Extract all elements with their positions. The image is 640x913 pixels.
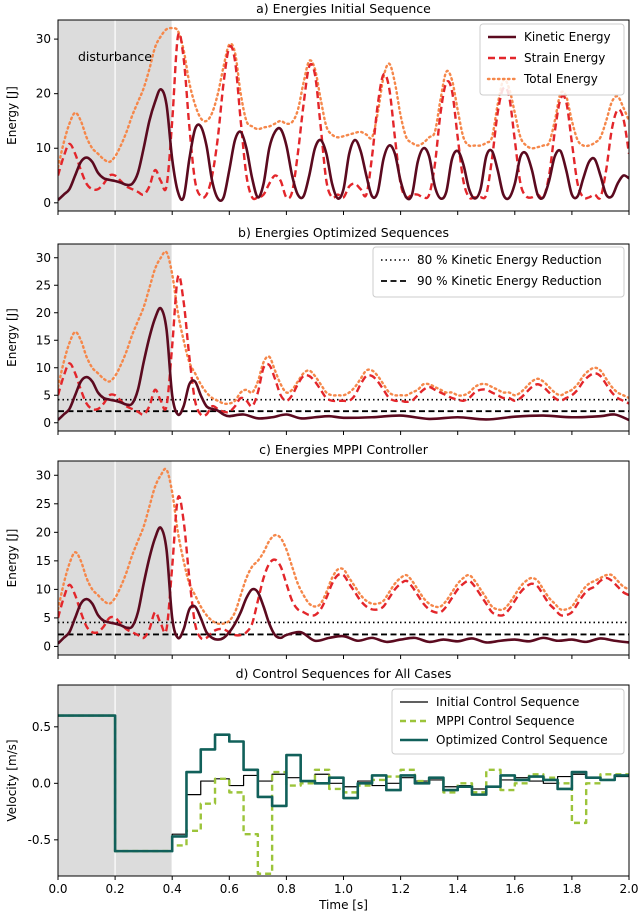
panel-c: 0 5 10 15 20 25 30 c) Energies MPPI Controller… [5, 442, 630, 659]
y-tick-label: 0.5 [32, 720, 51, 734]
panel-d-series [58, 714, 629, 875]
x-tick-label: 0.4 [163, 882, 182, 896]
panel-d-ticks: 0.0 0.2 0.4 0.6 0.8 1.0 1.2 1.4 1.6 1.8 2.0 -0.5 0.0… [28, 720, 639, 896]
strain-energy-line [58, 495, 629, 641]
y-tick-label: 10 [36, 582, 51, 596]
panel-d-ylabel: Velocity [m/s] [5, 739, 19, 821]
legend-label: 80 % Kinetic Energy Reduction [417, 253, 602, 267]
optimized-control-sequence-line [58, 714, 629, 853]
y-tick-label: 0 [43, 639, 51, 653]
legend-label: Optimized Control Sequence [436, 733, 608, 747]
legend-box [479, 23, 625, 96]
panel-a-ticks: 0 10 20 30 [36, 32, 630, 215]
y-tick-label: 20 [36, 525, 51, 539]
total-energy-line [58, 250, 629, 406]
kinetic-energy-line [58, 88, 629, 202]
x-tick-label: 1.4 [448, 882, 467, 896]
x-tick-label: 1.6 [505, 882, 524, 896]
panel-c-ticks: 0 5 10 15 20 25 30 [36, 468, 630, 659]
x-tick-label: 0.6 [220, 882, 239, 896]
legend-label: Strain Energy [524, 51, 605, 65]
panel-a-ylabel: Energy [J] [5, 86, 19, 145]
panel-c-title: c) Energies MPPI Controller [259, 442, 429, 457]
panel-b-series [58, 250, 629, 422]
strain-energy-line [58, 32, 629, 201]
y-tick-label: 5 [43, 611, 51, 625]
x-tick-label: 0.2 [106, 882, 125, 896]
mppi-control-sequence-line [58, 714, 629, 875]
y-tick-label: 10 [36, 361, 51, 375]
legend-label: MPPI Control Sequence [436, 714, 575, 728]
panel-b-title: b) Energies Optimized Sequences [238, 225, 449, 240]
panel-d-xlabel: Time [s] [318, 898, 368, 912]
y-tick-label: 0 [43, 196, 51, 210]
y-tick-label: 0 [43, 416, 51, 430]
y-tick-label: 20 [36, 306, 51, 320]
total-energy-line [58, 467, 629, 626]
legend-box [372, 246, 625, 298]
x-tick-label: 0.0 [48, 882, 67, 896]
panel-a: 0 10 20 30 a) Energies Initial Sequence Ene… [5, 1, 630, 215]
legend-label: 90 % Kinetic Energy Reduction [417, 274, 602, 288]
kinetic-energy-line [58, 526, 629, 645]
legend-label: Total Energy [523, 72, 598, 86]
y-tick-label: 30 [36, 468, 51, 482]
strain-energy-line [58, 274, 629, 418]
panel-d-title: d) Control Sequences for All Cases [236, 666, 452, 681]
y-tick-label: 15 [36, 333, 51, 347]
legend-label: Kinetic Energy [524, 30, 611, 44]
disturbance-annotation: disturbance [78, 49, 152, 64]
panel-a-title: a) Energies Initial Sequence [256, 1, 431, 16]
x-tick-label: 2.0 [619, 882, 638, 896]
y-tick-label: 25 [36, 497, 51, 511]
y-tick-label: 15 [36, 554, 51, 568]
kinetic-energy-line [58, 306, 629, 422]
y-tick-label: -0.5 [28, 833, 51, 847]
y-tick-label: 30 [36, 251, 51, 265]
panel-d: 0.0 0.2 0.4 0.6 0.8 1.0 1.2 1.4 1.6 1.8 2.0 -0.5 0.0… [5, 666, 639, 912]
panel-a-series [58, 26, 629, 202]
total-energy-line [58, 26, 629, 169]
legend-label: Initial Control Sequence [436, 695, 579, 709]
x-tick-label: 1.8 [562, 882, 581, 896]
panel-c-series [58, 467, 629, 645]
x-tick-label: 1.2 [391, 882, 410, 896]
panel-b: 0 5 10 15 20 25 30 b) Energies Optimized Seque… [5, 225, 630, 435]
x-tick-label: 0.8 [277, 882, 296, 896]
panel-d-legend: Initial Control Sequence MPPI Control Seq… [391, 688, 625, 755]
panel-a-legend: Kinetic Energy Strain Energy Total Energy [479, 23, 625, 96]
y-tick-label: 30 [36, 32, 51, 46]
legend-box [391, 688, 625, 755]
y-tick-label: 10 [36, 141, 51, 155]
y-tick-label: 5 [43, 388, 51, 402]
panel-b-ylabel: Energy [J] [5, 308, 19, 367]
x-tick-label: 1.0 [334, 882, 353, 896]
panel-c-ylabel: Energy [J] [5, 529, 19, 588]
panel-b-legend: 80 % Kinetic Energy Reduction 90 % Kineti… [372, 246, 625, 298]
y-tick-label: 25 [36, 278, 51, 292]
y-tick-label: 0.0 [32, 776, 51, 790]
y-tick-label: 20 [36, 87, 51, 101]
panel-b-ticks: 0 5 10 15 20 25 30 [36, 251, 630, 435]
